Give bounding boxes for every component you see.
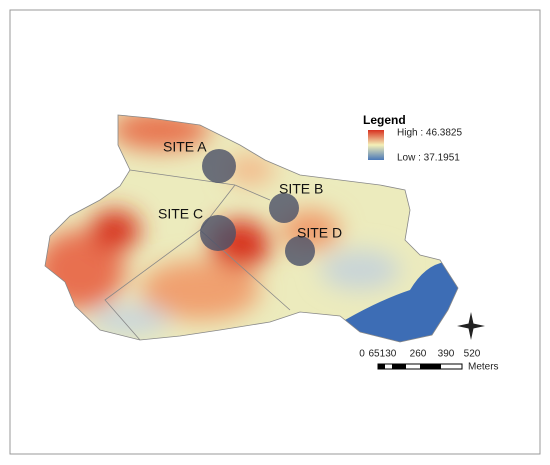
site-label: SITE C bbox=[158, 206, 203, 222]
scale-tick-label: 260 bbox=[410, 349, 427, 360]
heat-surface bbox=[45, 115, 458, 342]
site-label: SITE A bbox=[163, 139, 207, 155]
legend-high: High : 46.3825 bbox=[397, 128, 462, 139]
scale-tick-label: 0 bbox=[359, 349, 365, 360]
frame bbox=[9, 9, 541, 455]
scale-tick-label: 65 bbox=[368, 349, 380, 360]
scale-bar: 0 65 130 260 390 520 bbox=[359, 349, 481, 370]
site-marker bbox=[202, 149, 236, 183]
zone-lines bbox=[104, 169, 291, 341]
legend-ramp bbox=[368, 130, 384, 160]
site-marker bbox=[200, 215, 236, 251]
scale-tick-label: 390 bbox=[438, 349, 455, 360]
legend-low: Low : 37.1951 bbox=[397, 153, 460, 164]
site-marker bbox=[285, 236, 315, 266]
site-label: SITE D bbox=[297, 225, 342, 241]
sites: SITE A SITE B SITE C SITE D bbox=[158, 139, 342, 266]
north-arrow bbox=[457, 312, 485, 340]
scale-tick-label: 520 bbox=[464, 349, 481, 360]
scale-unit: Meters bbox=[468, 362, 499, 373]
legend-title: Legend bbox=[363, 113, 406, 127]
scale-tick-label: 130 bbox=[380, 349, 397, 360]
site-marker bbox=[269, 193, 299, 223]
site-label: SITE B bbox=[279, 181, 323, 197]
